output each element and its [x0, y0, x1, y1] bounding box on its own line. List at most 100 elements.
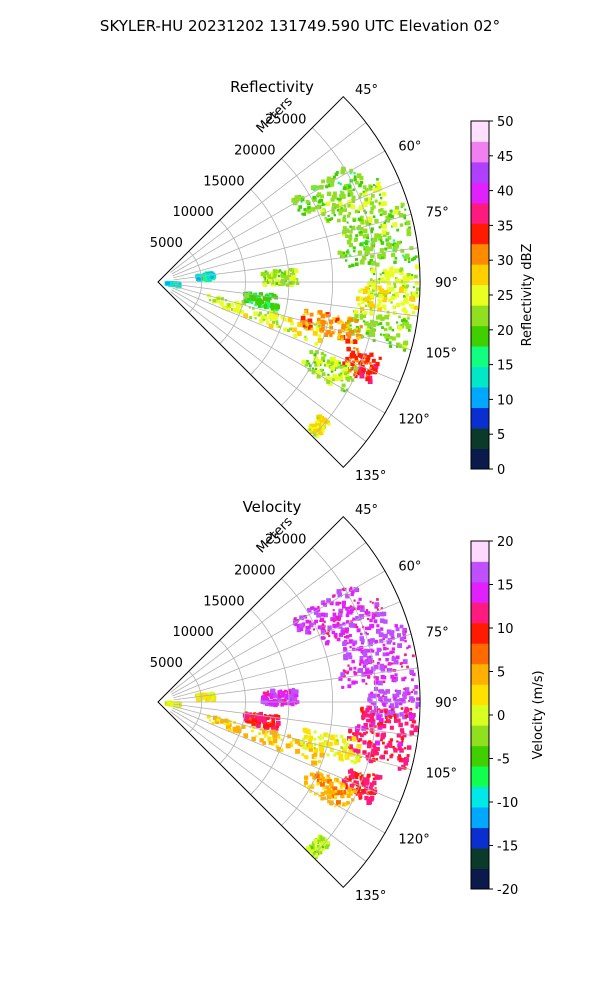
echo-gate — [350, 790, 354, 794]
echo-gate — [323, 353, 327, 357]
echo-gate — [371, 743, 376, 748]
echo-gate — [375, 651, 380, 656]
azimuth-tick-label: 60° — [398, 140, 421, 155]
echo-gate — [321, 323, 326, 328]
echo-gate — [365, 222, 370, 226]
echo-gate — [335, 203, 339, 208]
echo-gate — [396, 210, 401, 215]
echo-gate — [320, 796, 325, 801]
echo-gate — [334, 172, 339, 177]
echo-gate — [366, 216, 372, 222]
echo-gate — [386, 652, 390, 656]
echo-gate — [365, 708, 370, 713]
echo-gate — [335, 601, 340, 606]
echo-gate — [351, 590, 355, 594]
echo-gate — [393, 748, 398, 753]
echo-gate — [302, 320, 307, 325]
echo-gate — [340, 627, 346, 633]
echo-gate — [368, 658, 374, 664]
echo-gate — [352, 643, 356, 647]
echo-gate — [380, 738, 383, 742]
echo-gate — [199, 279, 202, 281]
echo-gate — [340, 758, 345, 762]
echo-gate — [202, 692, 208, 698]
echo-gate — [345, 620, 350, 624]
echo-gate — [401, 319, 404, 323]
echo-gate — [373, 759, 376, 762]
echo-gate — [295, 281, 300, 285]
echo-gate — [384, 716, 388, 719]
echo-gate — [388, 341, 392, 345]
echo-gate — [374, 321, 379, 326]
echo-gate — [392, 305, 396, 309]
echo-gate — [313, 429, 318, 434]
echo-gate — [363, 660, 368, 665]
echo-gate — [357, 303, 361, 307]
echo-gate — [304, 335, 307, 338]
echo-gate — [348, 330, 353, 335]
echo-gate — [249, 719, 254, 724]
echo-gate — [212, 715, 218, 721]
azimuth-tick-label: 60° — [398, 560, 421, 575]
echo-gate — [337, 618, 341, 622]
echo-gate — [329, 601, 334, 606]
echo-gate — [263, 735, 267, 739]
echo-gate — [369, 301, 374, 306]
echo-gate — [372, 205, 376, 209]
echo-gate — [349, 254, 352, 257]
echo-gate — [334, 633, 338, 637]
echo-gate — [293, 333, 298, 338]
echo-gate — [285, 283, 290, 287]
echo-gate — [313, 610, 319, 615]
echo-gate — [374, 676, 379, 681]
echo-gate — [210, 692, 214, 696]
echo-gate — [369, 618, 373, 623]
echo-gate — [387, 244, 392, 249]
echo-gate — [363, 732, 367, 736]
echo-gate — [338, 781, 342, 785]
colorbar-segment — [471, 182, 489, 204]
echo-gate — [308, 785, 312, 788]
echo-gate — [273, 315, 279, 320]
echo-gate — [382, 233, 387, 237]
echo-gate — [326, 359, 332, 364]
echo-gate — [353, 599, 356, 602]
echo-gate — [380, 333, 383, 336]
echo-gate — [337, 751, 342, 756]
echo-gate — [325, 420, 330, 425]
echo-gate — [378, 277, 381, 280]
echo-gate — [348, 235, 353, 240]
echo-gate — [372, 338, 376, 342]
echo-gate — [337, 250, 342, 255]
echo-gate — [346, 791, 350, 795]
echo-gate — [263, 315, 267, 319]
echo-gate — [279, 689, 283, 693]
echo-gate — [403, 709, 408, 714]
echo-gate — [411, 720, 415, 724]
echo-gate — [370, 741, 373, 744]
echo-gate — [347, 736, 352, 741]
echo-gate — [362, 314, 366, 318]
echo-gate — [369, 278, 373, 281]
echo-gate — [384, 247, 388, 251]
echo-gate — [258, 292, 263, 297]
echo-gate — [398, 288, 404, 293]
echo-gate — [397, 633, 402, 638]
echo-gate — [399, 728, 405, 733]
echo-gate — [329, 800, 334, 805]
echo-gate — [265, 298, 271, 303]
echo-gate — [352, 339, 358, 344]
echo-gate — [292, 738, 296, 742]
echo-gate — [341, 789, 347, 795]
echo-gate — [205, 694, 211, 699]
echo-gate — [354, 356, 359, 360]
echo-gate — [307, 785, 310, 789]
echo-gate — [324, 363, 327, 367]
echo-gate — [311, 371, 315, 375]
echo-gate — [394, 291, 399, 297]
echo-cluster — [342, 202, 411, 245]
echo-gate — [342, 622, 346, 626]
echo-gate — [369, 258, 374, 263]
echo-gate — [356, 749, 361, 754]
colorbar-segment — [471, 428, 489, 449]
